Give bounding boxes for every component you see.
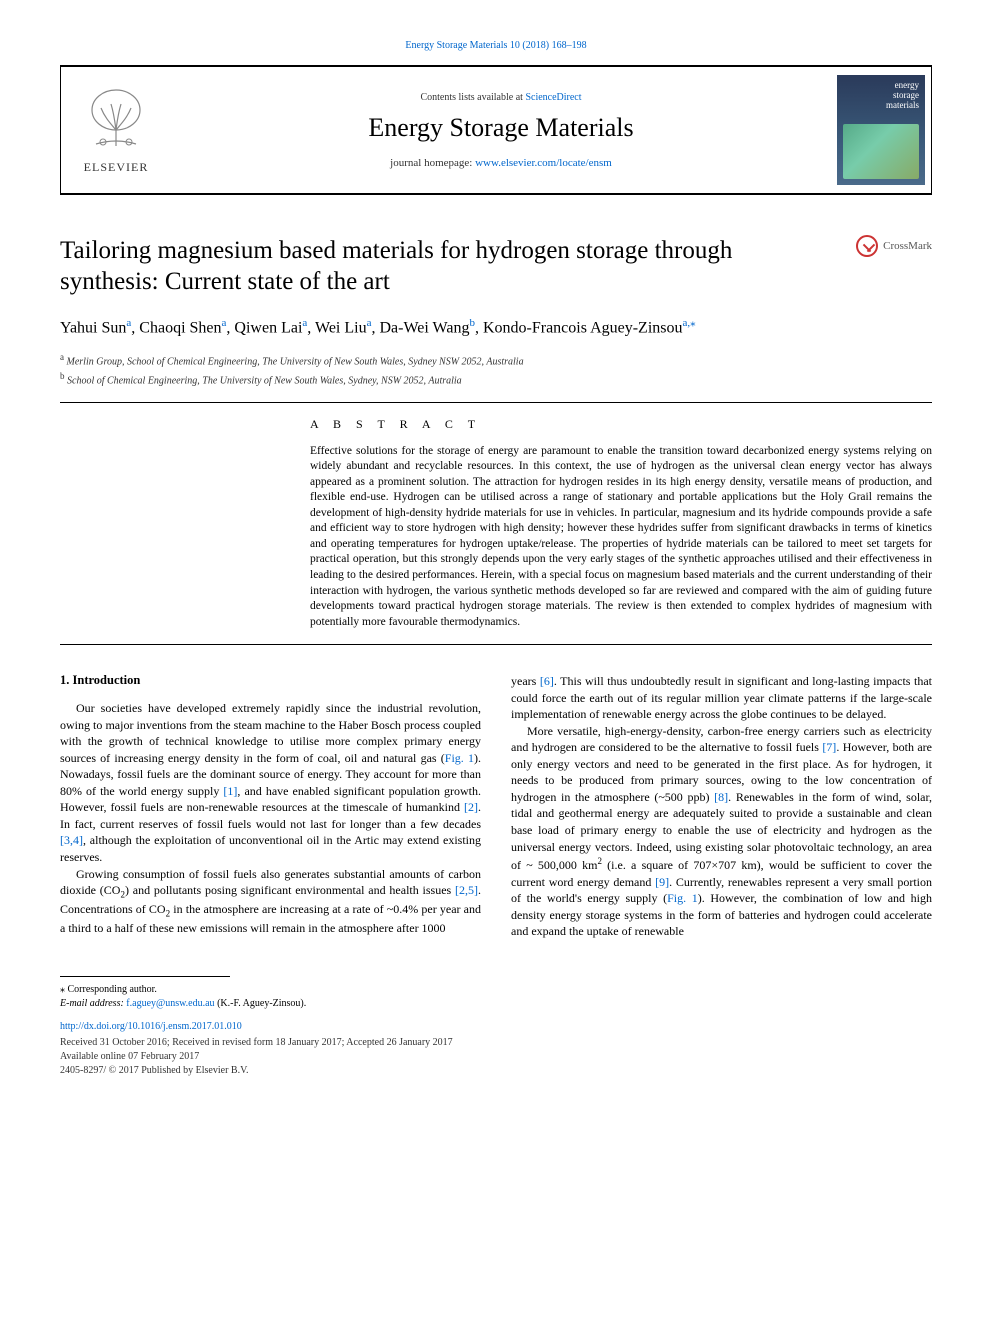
crossmark-icon [856, 235, 878, 257]
text-run: . This will thus undoubtedly result in s… [511, 674, 932, 721]
elsevier-logo: ELSEVIER [61, 67, 171, 193]
contents-line: Contents lists available at ScienceDirec… [420, 92, 581, 103]
abstract-heading: A B S T R A C T [310, 417, 932, 432]
citation-link[interactable]: [9] [655, 875, 669, 889]
pub-line: Available online 07 February 2017 [60, 1050, 932, 1064]
doi-link[interactable]: http://dx.doi.org/10.1016/j.ensm.2017.01… [60, 1021, 932, 1032]
affiliations: a Merlin Group, School of Chemical Engin… [60, 351, 932, 388]
affiliation-b: School of Chemical Engineering, The Univ… [67, 375, 462, 386]
citation-link[interactable]: [8] [714, 790, 728, 804]
author-affil-sup: a [126, 317, 131, 329]
pub-line: Received 31 October 2016; Received in re… [60, 1036, 932, 1050]
article-title: Tailoring magnesium based materials for … [60, 235, 806, 298]
affiliation-a: Merlin Group, School of Chemical Enginee… [67, 357, 524, 368]
column-left: 1. Introduction Our societies have devel… [60, 673, 481, 940]
elsevier-wordmark: ELSEVIER [84, 160, 149, 175]
figure-ref-link[interactable]: Fig. 1 [667, 891, 698, 905]
page: Energy Storage Materials 10 (2018) 168–1… [0, 0, 992, 1108]
homepage-prefix: journal homepage: [390, 157, 475, 169]
section-heading: 1. Introduction [60, 673, 481, 688]
body-text: years [6]. This will thus undoubtedly re… [511, 673, 932, 940]
author-affil-sup: a [222, 317, 227, 329]
text-run: Our societies have developed extremely r… [60, 701, 481, 765]
sciencedirect-link[interactable]: ScienceDirect [525, 92, 581, 103]
email-link[interactable]: f.aguey@unsw.edu.au [126, 998, 214, 1009]
cover-line-3: materials [886, 100, 919, 110]
journal-title: Energy Storage Materials [368, 113, 633, 143]
homepage-link[interactable]: www.elsevier.com/locate/ensm [475, 157, 612, 169]
publication-info: Received 31 October 2016; Received in re… [60, 1036, 932, 1078]
contents-prefix: Contents lists available at [420, 92, 525, 103]
homepage-line: journal homepage: www.elsevier.com/locat… [390, 157, 612, 169]
footnotes: ⁎ Corresponding author. E-mail address: … [60, 983, 932, 1011]
page-header-citation: Energy Storage Materials 10 (2018) 168–1… [60, 40, 932, 51]
author: Chaoqi Shen [139, 319, 221, 336]
divider [60, 644, 932, 645]
header-center: Contents lists available at ScienceDirec… [171, 67, 831, 193]
email-label: E-mail address: [60, 998, 126, 1009]
cover-box: energy storage materials [837, 75, 925, 185]
author-affil-sup: b [469, 317, 475, 329]
cover-art [843, 124, 919, 179]
journal-header: ELSEVIER Contents lists available at Sci… [60, 65, 932, 195]
citation-link[interactable]: [1] [223, 784, 237, 798]
author: Da-Wei Wang [379, 319, 469, 336]
body-columns: 1. Introduction Our societies have devel… [60, 673, 932, 940]
doi-url[interactable]: http://dx.doi.org/10.1016/j.ensm.2017.01… [60, 1021, 242, 1032]
author-affil-sup: a [367, 317, 372, 329]
journal-cover-thumb: energy storage materials [831, 67, 931, 193]
title-row: Tailoring magnesium based materials for … [60, 235, 932, 316]
column-right: years [6]. This will thus undoubtedly re… [511, 673, 932, 940]
author: Qiwen Lai [234, 319, 302, 336]
abstract-section: A B S T R A C T Effective solutions for … [60, 417, 932, 630]
citation-link[interactable]: [7] [822, 740, 836, 754]
crossmark[interactable]: CrossMark [822, 235, 932, 316]
text-run: years [511, 674, 540, 688]
crossmark-label: CrossMark [883, 240, 932, 252]
author-affil-sup: a,⁎ [683, 317, 696, 329]
affil-marker: a [60, 352, 64, 362]
footnote-rule [60, 976, 230, 977]
email-suffix: (K.-F. Aguey-Zinsou). [215, 998, 307, 1009]
figure-ref-link[interactable]: Fig. 1 [445, 751, 474, 765]
body-text: Our societies have developed extremely r… [60, 700, 481, 936]
affil-marker: b [60, 371, 65, 381]
cover-line-1: energy [895, 80, 919, 90]
author: Kondo-Francois Aguey-Zinsou [483, 319, 683, 336]
corresponding-author-note: ⁎ Corresponding author. [60, 983, 932, 997]
cover-line-2: storage [893, 90, 919, 100]
pub-line: 2405-8297/ © 2017 Published by Elsevier … [60, 1064, 932, 1078]
citation-link[interactable]: [2] [464, 800, 478, 814]
text-run: ) and pollutants posing significant envi… [125, 883, 455, 897]
cover-title: energy storage materials [886, 81, 919, 111]
author: Wei Liu [315, 319, 367, 336]
citation-link[interactable]: [3,4] [60, 833, 83, 847]
author-affil-sup: a [302, 317, 307, 329]
text-run: , although the exploitation of unconvent… [60, 833, 481, 864]
citation-link[interactable]: Energy Storage Materials 10 (2018) 168–1… [405, 40, 586, 51]
citation-link[interactable]: [6] [540, 674, 554, 688]
elsevier-tree-icon [81, 86, 151, 156]
abstract-text: Effective solutions for the storage of e… [310, 444, 932, 630]
author: Yahui Sun [60, 319, 126, 336]
citation-link[interactable]: [2,5] [455, 883, 478, 897]
divider [60, 402, 932, 403]
author-list: Yahui Suna, Chaoqi Shena, Qiwen Laia, We… [60, 316, 932, 340]
